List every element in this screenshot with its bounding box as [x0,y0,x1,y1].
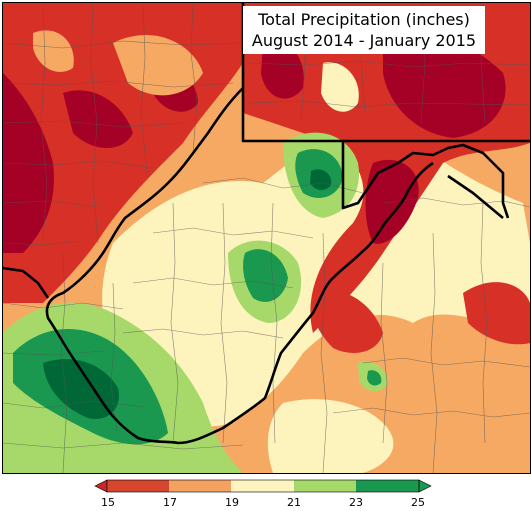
legend-arrow-low [94,479,108,493]
legend-bin-23-25 [356,480,419,492]
legend-tick-15: 15 [101,496,115,509]
very-dry-region-north [261,40,304,99]
very-dry-region-northwest [3,73,54,253]
dry-region-southeast [311,290,383,353]
legend-arrow-high [418,479,432,493]
legend-bin-15-17 [107,480,169,492]
wettest-spot-center [310,169,332,191]
normal-patch-north [321,62,359,112]
legend-bin-17-19 [169,480,231,492]
legend-tick-25: 25 [411,496,425,509]
title-line-1: Total Precipitation (inches) [258,10,470,29]
precipitation-map [2,2,531,474]
legend-tick-21: 21 [287,496,301,509]
legend-bin-19-21 [231,480,294,492]
moderate-patch-1 [113,34,203,96]
map-title: Total Precipitation (inches) August 2014… [243,6,485,54]
wettest-region-southwest [43,359,119,419]
legend-tick-19: 19 [225,496,239,509]
very-wet-patch-east [367,370,382,386]
legend-tick-23: 23 [349,496,363,509]
moderate-patch-2 [33,30,74,72]
legend-tick-17: 17 [163,496,177,509]
legend-bin-21-23 [294,480,356,492]
color-legend: 15 17 19 21 23 25 [94,479,432,509]
very-dry-region-northeast [383,30,506,138]
dry-region-east [463,282,530,345]
very-wet-region-middle [243,249,288,302]
county-lines [3,3,530,473]
map-canvas [3,3,530,473]
very-dry-spot-1 [63,90,133,148]
title-line-2: August 2014 - January 2015 [251,31,477,50]
normal-zone-south [267,399,394,473]
